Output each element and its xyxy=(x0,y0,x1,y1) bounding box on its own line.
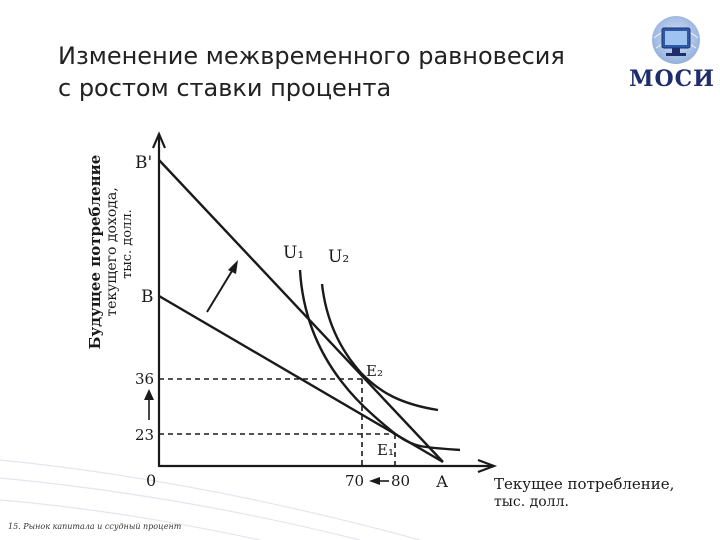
slide-title-line-2: с ростом ставки процента xyxy=(58,74,392,102)
rotation-arrow xyxy=(206,265,236,313)
x-axis-arrow xyxy=(477,458,498,474)
curve-label-u2: U₂ xyxy=(328,247,349,267)
y-axis-label-line-3: тыс. долл. xyxy=(120,209,135,279)
logo-text: МОСИ xyxy=(629,66,715,92)
point-label-b: В xyxy=(141,287,154,307)
indifference-curve-u2 xyxy=(320,283,439,412)
point-label-a: А xyxy=(436,472,448,491)
x-tick-80: 80 xyxy=(391,472,410,490)
slide-title-line-1: Изменение межвременного равновесия xyxy=(58,42,565,70)
y-tick-23: 23 xyxy=(135,426,154,444)
origin-label: 0 xyxy=(146,471,156,490)
point-label-e2: E₂ xyxy=(366,362,383,380)
x-tick-70: 70 xyxy=(345,472,364,490)
slide-title: Изменение межвременного равновесия с рос… xyxy=(58,40,638,104)
curve-label-u1: U₁ xyxy=(283,243,304,263)
x-shift-arrow-head xyxy=(369,477,380,485)
moci-logo: МОСИ xyxy=(626,8,718,92)
point-label-e1: E₁ xyxy=(377,441,394,459)
budget-line-b-prime xyxy=(158,159,444,463)
y-axis-arrow xyxy=(151,131,167,149)
point-label-b-prime: В' xyxy=(135,153,152,173)
rotation-arrow-head xyxy=(228,260,238,274)
slide-footer: 15. Рынок капитала и ссудный процент xyxy=(8,522,182,531)
y-axis-label: Будущее потребление текущего дохода, тыс… xyxy=(86,155,135,350)
y-shift-arrow-head xyxy=(144,389,154,400)
indifference-curve-u1 xyxy=(298,269,461,452)
y-axis-label-line-1: Будущее потребление xyxy=(86,155,104,350)
globe-monitor-icon xyxy=(652,16,700,64)
x-axis-label-line-1: Текущее потребление, xyxy=(494,475,674,493)
y-tick-36: 36 xyxy=(135,370,154,388)
x-axis-label-line-2: тыс. долл. xyxy=(494,494,569,510)
y-axis-label-line-2: текущего дохода, xyxy=(104,187,120,316)
